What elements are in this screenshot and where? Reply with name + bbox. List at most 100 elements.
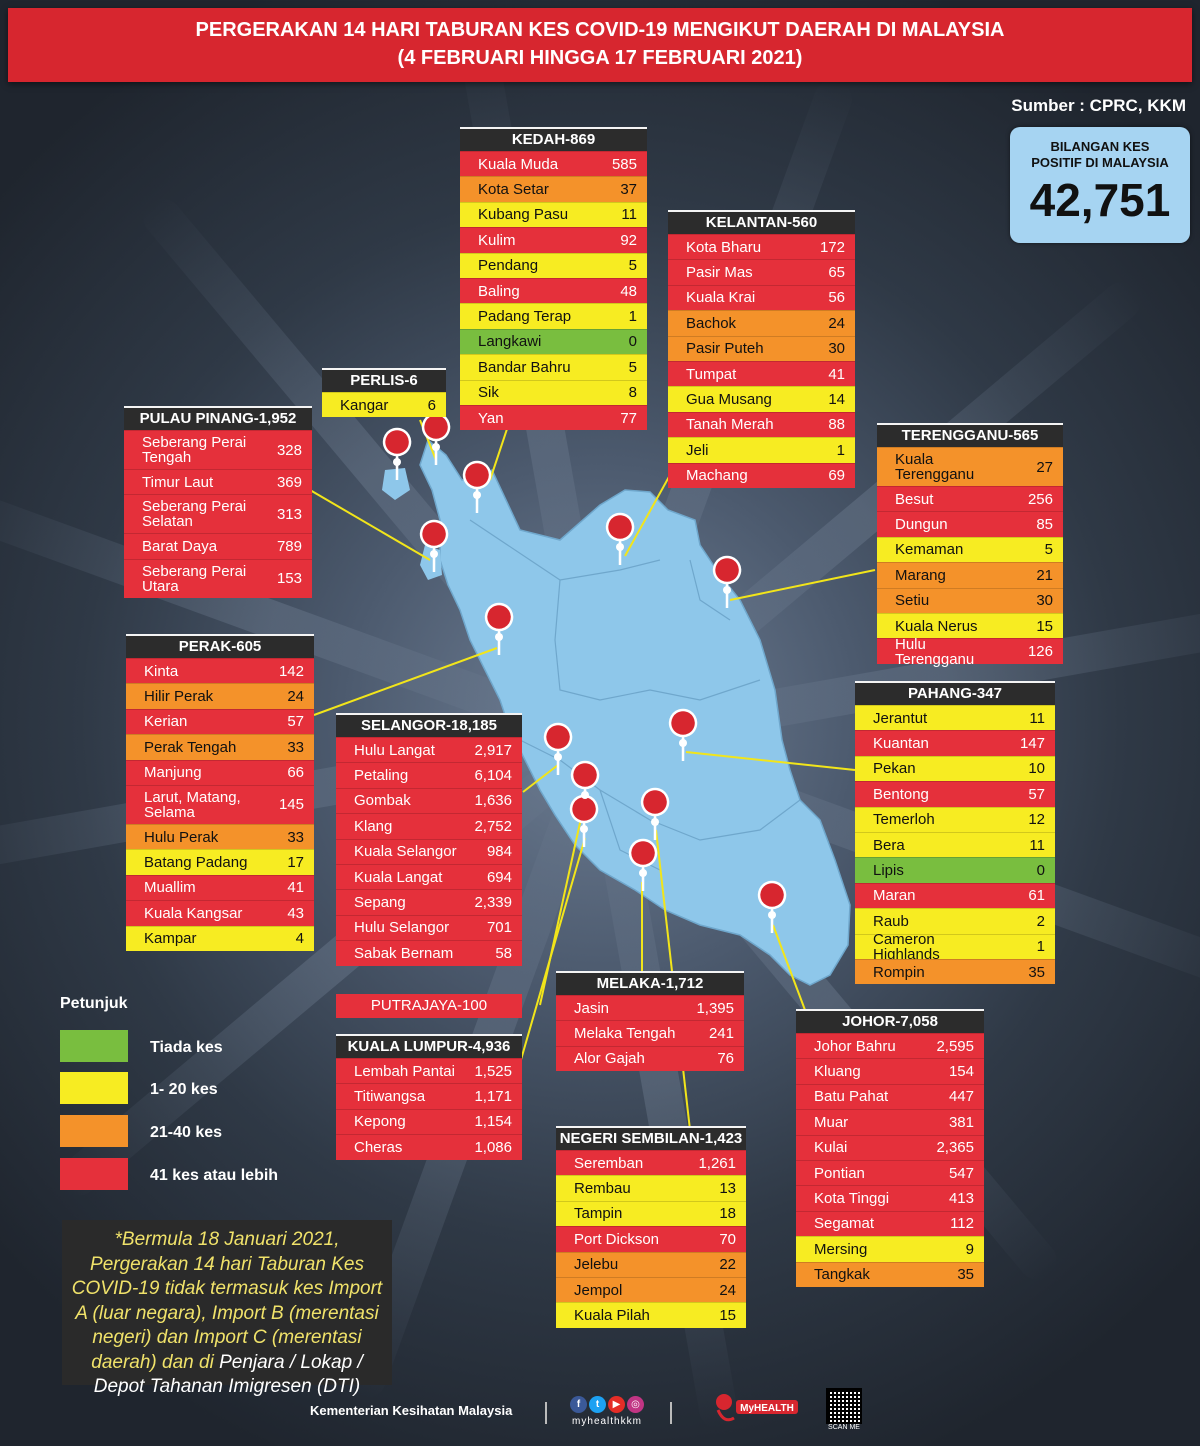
district-name: Kota Tinggi [814,1190,890,1208]
district-row: Besut 256 [877,486,1063,512]
district-cases: 8 [628,384,637,402]
district-name: Kulai [814,1139,848,1157]
district-row: Yan 77 [460,404,647,431]
district-cases: 18 [719,1205,736,1223]
district-name: Kemaman [895,541,964,559]
district-row: Kuala Langat 694 [336,863,522,890]
social-handle: myhealthkkm [572,1416,642,1427]
district-name: Gombak [354,792,411,810]
district-name: Marang [895,566,946,584]
district-row: Padang Terap 1 [460,303,647,329]
district-name: Kuala Nerus [895,617,978,635]
qr-code-icon[interactable] [826,1388,862,1424]
district-row: Jempol 24 [556,1276,746,1303]
district-cases: 1,171 [474,1088,512,1106]
district-cases: 48 [620,282,637,300]
district-cases: 41 [828,365,845,383]
district-name: Langkawi [478,333,542,351]
district-cases: 984 [486,843,512,861]
table-header: PULAU PINANG-1,952 [124,406,312,430]
district-cases: 33 [287,738,304,756]
district-name: Gua Musang [686,391,772,409]
twitter-icon[interactable]: t [589,1396,606,1413]
district-row: Segamat 112 [796,1210,984,1237]
district-cases: 5 [1044,541,1053,559]
table-kuala-lumpur: KUALA LUMPUR-4,936 Lembah Pantai 1,525 Titi… [336,1034,522,1160]
district-cases: 2,917 [474,741,512,759]
district-row: Machang 69 [668,462,855,488]
district-row: Kuantan 147 [855,730,1055,756]
district-cases: 10 [1028,760,1045,778]
district-row: Kampar 4 [126,925,314,951]
district-cases: 6 [427,396,436,414]
district-row: Langkawi 0 [460,328,647,355]
district-row: Tanah Merah 88 [668,411,855,438]
district-row: Hulu Perak 33 [126,823,314,850]
district-row: Jelebu 22 [556,1251,746,1277]
district-row: Sik 8 [460,379,647,405]
table-pahang: PAHANG-347 Jerantut 11 Kuantan 147 Pekan 10 Ben… [855,681,1055,985]
legend-label-1-20: 1- 20 kes [150,1081,218,1098]
district-cases: 5 [628,257,637,275]
district-row: Timur Laut 369 [124,469,312,495]
district-cases: 24 [719,1281,736,1299]
district-row: Hulu Langat 2,917 [336,737,522,763]
district-row: Kulim 92 [460,227,647,253]
district-row: Bentong 57 [855,781,1055,807]
district-name: Raub [873,912,909,930]
district-cases: 35 [1028,963,1045,981]
footnote-text-highlight: Penjara / Lokap / Depot Tahanan Imigrese… [93,1351,363,1398]
district-row: Muallim 41 [126,874,314,901]
district-row: Kota Setar 37 [460,176,647,202]
district-row: Mersing 9 [796,1236,984,1262]
table-perlis: PERLIS-6 Kangar 6 [322,368,446,418]
district-name: Pontian [814,1164,865,1182]
district-cases: 11 [621,206,637,224]
district-cases: 2,595 [936,1037,974,1055]
district-row: Kuala Pilah 15 [556,1302,746,1328]
table-pulau-pinang: PULAU PINANG-1,952 Seberang Perai Tengah 3… [124,406,312,598]
district-name: Kota Setar [478,181,549,199]
district-name: Batu Pahat [814,1088,889,1106]
district-row: Kuala Kangsar 43 [126,900,314,926]
district-cases: 22 [719,1256,736,1274]
district-row: Kerian 57 [126,708,314,735]
district-cases: 70 [719,1230,736,1248]
district-name: Barat Daya [142,538,218,556]
district-name: Rompin [873,963,925,981]
district-cases: 27 [1036,458,1053,476]
footnote-text: *Bermula 18 Januari 2021, Pergerakan 14 … [71,1229,383,1373]
district-row: Jerantut 11 [855,705,1055,731]
table-melaka: MELAKA-1,712 Jasin 1,395 Melaka Tengah 241 Al… [556,971,744,1072]
district-name: Mersing [814,1240,868,1258]
district-cases: 701 [486,919,512,937]
table-header: MELAKA-1,712 [556,971,744,995]
table-header: JOHOR-7,058 [796,1009,984,1033]
district-row: Kulai 2,365 [796,1134,984,1160]
facebook-icon[interactable]: f [570,1396,587,1413]
district-cases: 145 [278,796,304,814]
ministry-name: Kementerian Kesihatan Malaysia [310,1403,513,1418]
district-cases: 37 [620,181,637,199]
district-cases: 153 [276,570,302,588]
district-cases: 1,525 [474,1062,512,1080]
district-cases: 5 [628,358,637,376]
district-row: Kuala Nerus 15 [877,612,1063,639]
district-cases: 0 [628,333,637,351]
legend-label-none: Tiada kes [150,1039,223,1056]
district-name: Temerloh [873,811,935,829]
district-row: Cameron Highlands 1 [855,932,1055,962]
district-name: Sabak Bernam [354,944,454,962]
district-name: Yan [478,409,504,427]
table-johor: JOHOR-7,058 Johor Bahru 2,595 Kluang 154 Batu… [796,1009,984,1287]
district-name: Padang Terap [478,308,572,326]
table-header: KELANTAN-560 [668,210,855,234]
district-name: Jerantut [873,709,928,727]
youtube-icon[interactable]: ▶ [608,1396,625,1413]
legend-swatch-green [60,1030,128,1062]
table-header: PAHANG-347 [855,681,1055,705]
district-row: Sepang 2,339 [336,889,522,915]
instagram-icon[interactable]: ◎ [627,1396,644,1413]
district-name: Timur Laut [142,473,214,491]
district-name: Kuala Pilah [574,1307,650,1325]
